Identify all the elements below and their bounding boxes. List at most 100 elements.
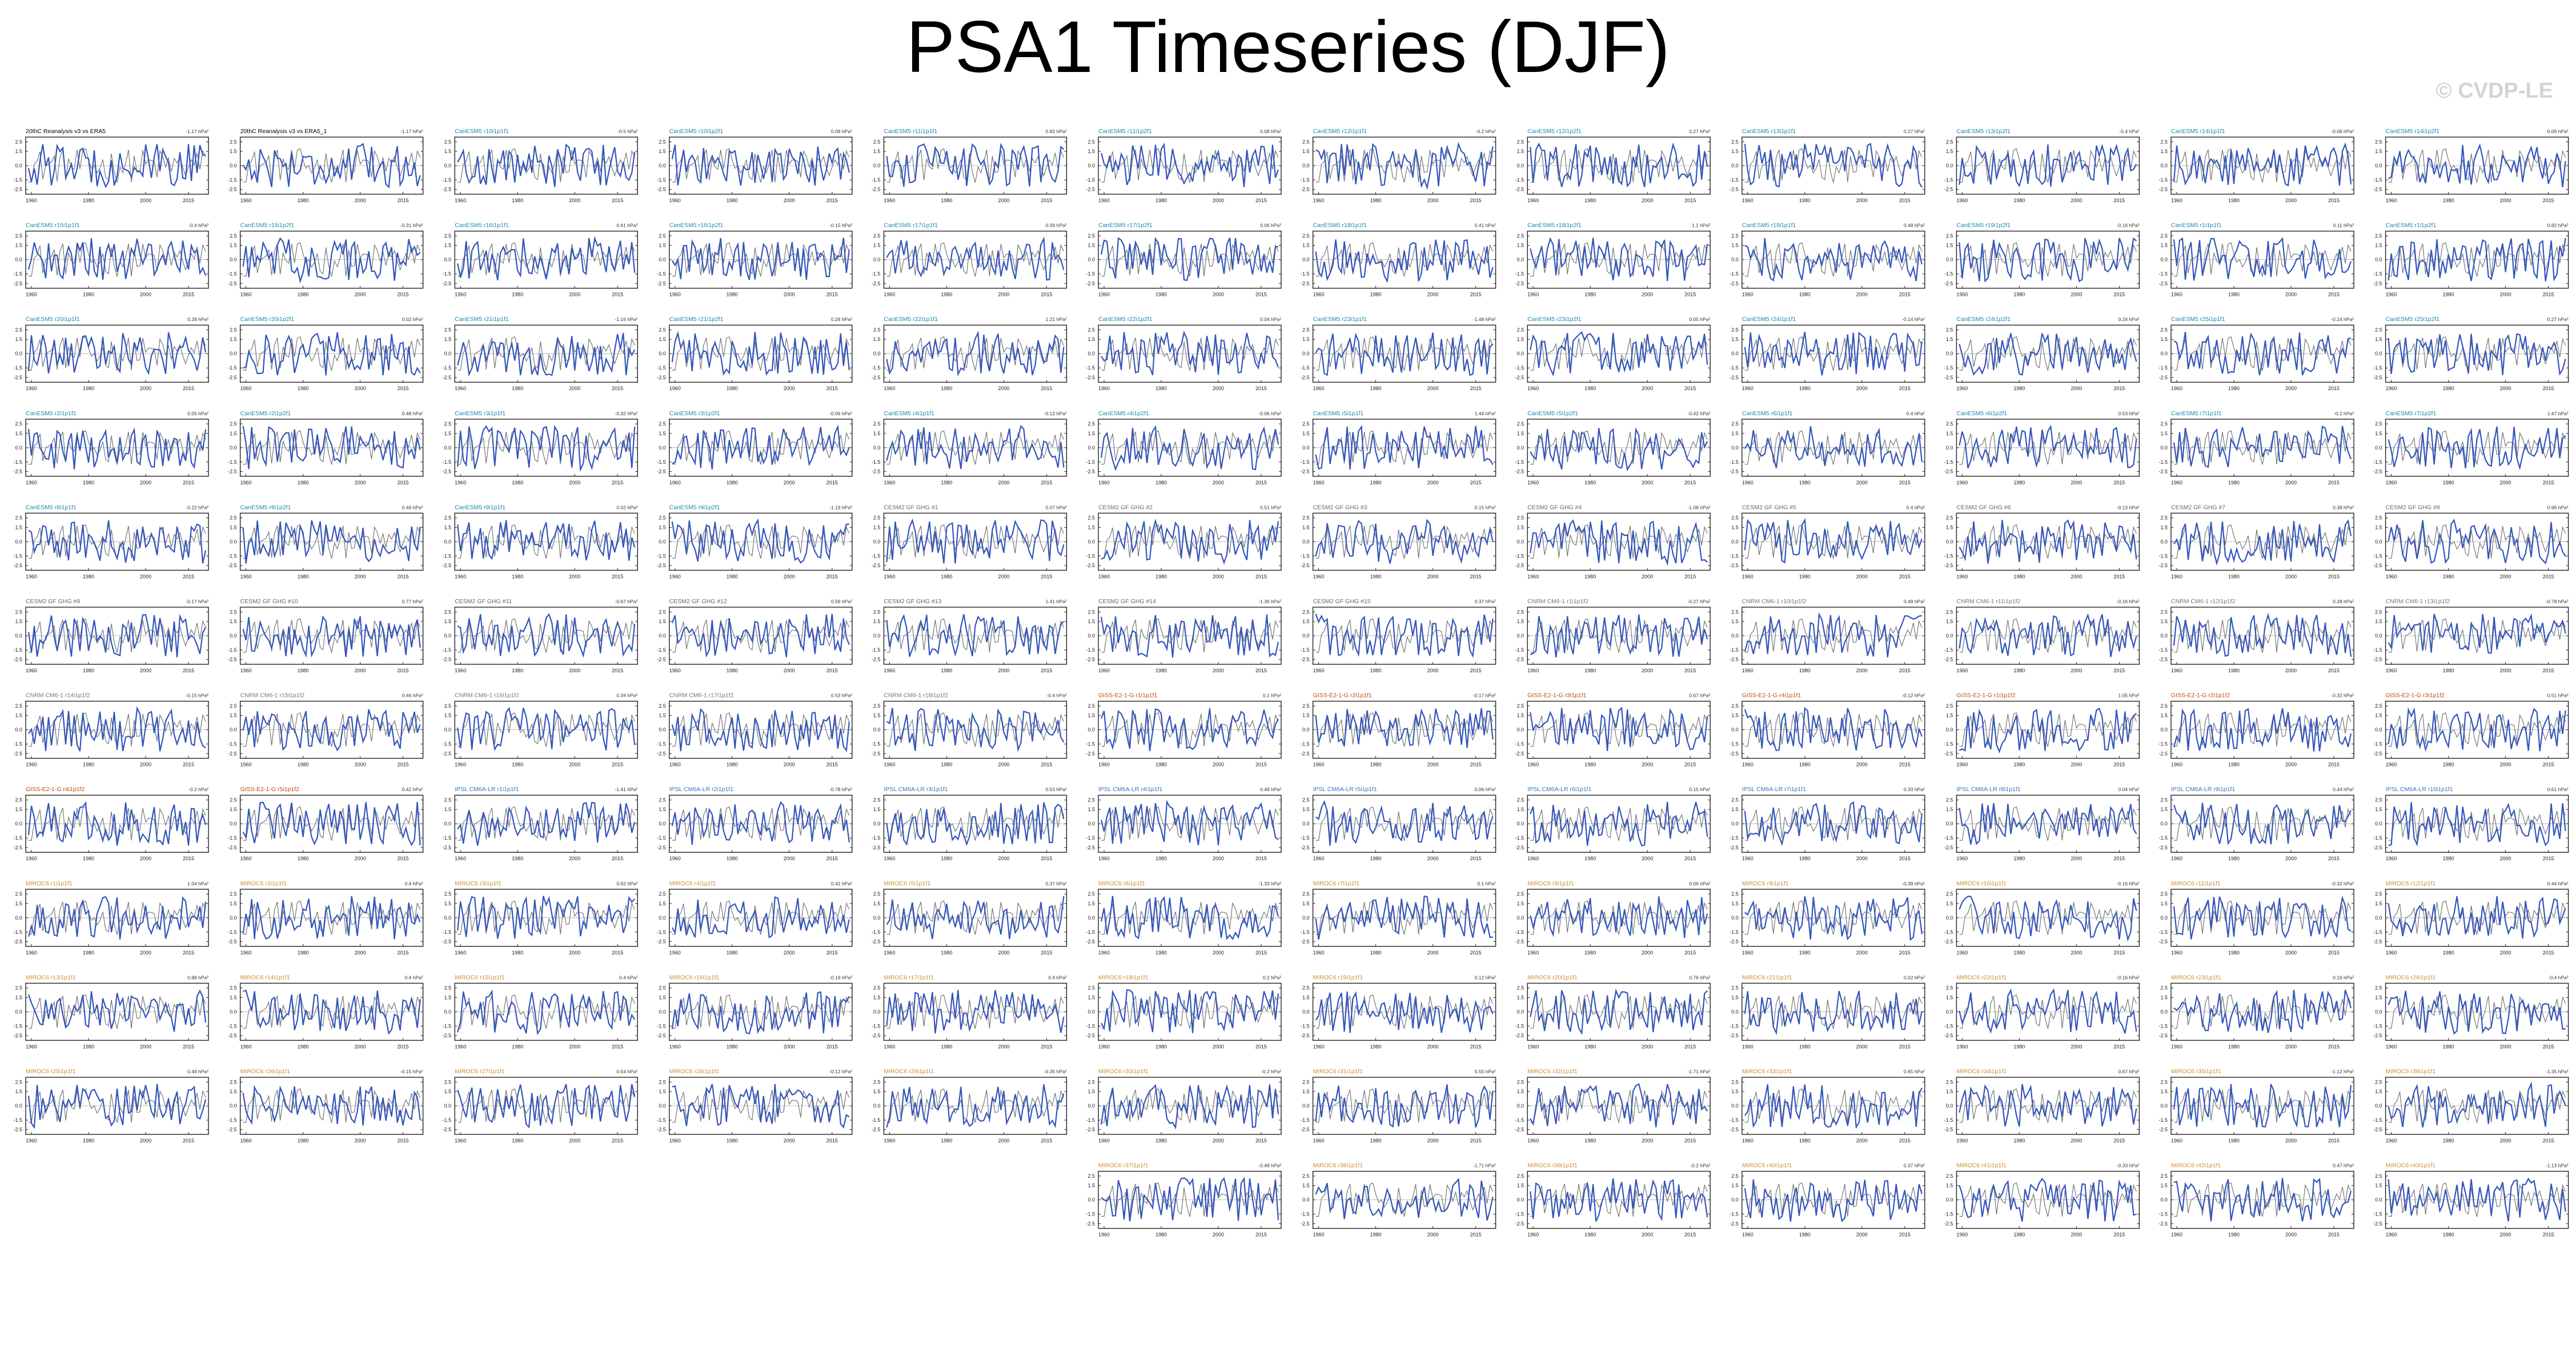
- panel-title: MIROC6 r31i1p1f1: [1313, 1068, 1363, 1075]
- x-tick-label: 2000: [1856, 1044, 1868, 1049]
- model-series-line: [1530, 1178, 1708, 1222]
- panel-title: MIROC6 r22i1p1f1: [1956, 974, 2007, 981]
- x-tick-label: 2000: [2285, 480, 2297, 486]
- x-tick-label: 2015: [398, 573, 409, 579]
- panel-value: 0.55 hPa²: [1475, 1069, 1496, 1074]
- panel-title: CanESM5 r1i1p2f1: [2386, 222, 2437, 229]
- x-tick-label: 2000: [1856, 292, 1868, 298]
- panel-title: GISS-E2-1-G r5i1p1f2: [240, 786, 299, 793]
- y-tick-label: 0.0: [659, 727, 666, 733]
- model-series-line: [1959, 707, 2137, 754]
- y-tick-label: 2.5: [230, 139, 237, 145]
- model-series-line: [2173, 331, 2352, 376]
- panel-title: MIROC6 r33i1p1f1: [1742, 1068, 1792, 1075]
- x-tick-label: 2000: [2285, 668, 2297, 673]
- x-tick-label: 2000: [569, 292, 580, 298]
- x-tick-label: 2000: [140, 950, 151, 956]
- y-tick-label: 0.0: [230, 1009, 237, 1014]
- x-tick-label: 2015: [2328, 480, 2340, 486]
- x-tick-label: 2000: [355, 386, 366, 391]
- y-tick-label: -2.5: [1944, 1033, 1953, 1038]
- y-tick-label: 1.5: [1517, 524, 1524, 530]
- timeseries-panel: CanESM5 r4i1p2f1 -0.06 hPa²2.51.50.0-1.5-…: [1086, 410, 1282, 486]
- y-tick-label: 2.5: [1517, 797, 1524, 803]
- y-tick-label: 0.0: [1302, 821, 1310, 827]
- x-tick-label: 1960: [26, 950, 37, 956]
- x-tick-label: 1960: [240, 762, 252, 768]
- panel-title: CESM2 GF GHG #7: [2171, 504, 2225, 511]
- x-tick-label: 1960: [1313, 950, 1325, 956]
- model-series-line: [1315, 332, 1494, 376]
- timeseries-panel: MIROC6 r30i1p1f1 -0.2 hPa²2.51.50.0-1.5-2…: [1086, 1068, 1282, 1144]
- y-tick-label: 2.5: [1088, 703, 1095, 709]
- model-series-line: [886, 330, 1065, 377]
- y-tick-label: 1.5: [15, 243, 22, 248]
- x-tick-label: 2015: [1255, 480, 1267, 486]
- x-tick-label: 2000: [1213, 573, 1224, 579]
- x-tick-label: 2015: [1470, 762, 1482, 768]
- y-tick-label: 0.0: [2160, 163, 2168, 168]
- x-tick-label: 1960: [2386, 198, 2397, 203]
- panel-title: CNRM CM6-1 r16i1p1f2: [455, 692, 519, 699]
- panel-title: CanESM5 r12i1p1f1: [1313, 128, 1367, 135]
- observed-series-line: [243, 712, 421, 747]
- x-tick-label: 1960: [1098, 1138, 1110, 1144]
- panel-value: -0.31 hPa²: [400, 223, 423, 228]
- y-tick-label: -1.5: [2158, 177, 2168, 183]
- model-series-line: [2173, 803, 2352, 845]
- y-tick-label: -2.5: [1944, 1127, 1953, 1133]
- timeseries-panel: MIROC6 r17i1p1f1 0.4 hPa²2.51.50.0-1.5-2.…: [872, 974, 1068, 1049]
- y-tick-label: -1.5: [13, 741, 22, 747]
- panel-title: CanESM5 r13i1p1f1: [1742, 128, 1796, 135]
- x-tick-label: 1980: [83, 762, 94, 768]
- x-tick-label: 2015: [398, 386, 409, 391]
- x-tick-label: 2015: [1255, 856, 1267, 861]
- panel-value: 0.16 hPa²: [2333, 974, 2354, 980]
- x-tick-label: 1960: [669, 856, 681, 861]
- panel-value: -0.5 hPa²: [617, 129, 637, 134]
- x-tick-label: 1960: [240, 198, 252, 203]
- y-tick-label: -1.5: [2158, 365, 2168, 371]
- y-tick-label: -1.5: [1301, 929, 1310, 935]
- y-tick-label: -1.5: [1301, 553, 1310, 559]
- y-tick-label: -2.5: [872, 938, 881, 944]
- panel-title: CanESM5 r21i1p1f1: [455, 316, 509, 323]
- x-tick-label: 1980: [2013, 1044, 2025, 1049]
- timeseries-panel: CESM2 GF GHG #15 0.37 hPa²2.51.50.0-1.5-2…: [1301, 598, 1496, 673]
- x-tick-label: 1960: [669, 198, 681, 203]
- y-tick-label: 2.5: [659, 703, 666, 709]
- y-tick-label: 1.5: [1946, 524, 1953, 530]
- x-tick-label: 2015: [1899, 480, 1911, 486]
- x-tick-label: 1960: [2386, 1232, 2397, 1238]
- y-tick-label: 2.5: [659, 139, 666, 145]
- x-tick-label: 1980: [1799, 1232, 1811, 1238]
- panel-title: CanESM5 r6i1p2f1: [1956, 410, 2007, 417]
- x-tick-label: 1980: [2443, 480, 2454, 486]
- panel-title: MIROC6 r41i1p1f1: [1956, 1162, 2007, 1169]
- observed-series-line: [1101, 1088, 1279, 1123]
- y-tick-label: 2.5: [2160, 609, 2168, 615]
- observed-series-line: [886, 242, 1064, 277]
- y-tick-label: -2.5: [13, 751, 22, 756]
- x-tick-label: 2000: [1427, 1138, 1439, 1144]
- panel-title: CanESM5 r14i1p1f1: [2171, 128, 2225, 135]
- y-tick-label: -1.5: [13, 835, 22, 841]
- timeseries-panel: MIROC6 r24i1p1f1 -0.4 hPa²2.51.50.0-1.5-2…: [2373, 974, 2569, 1049]
- y-tick-label: -2.5: [872, 1127, 881, 1133]
- y-tick-label: 1.5: [1088, 807, 1095, 812]
- y-tick-label: 1.5: [15, 713, 22, 719]
- y-tick-label: 1.5: [2375, 619, 2382, 624]
- panel-title: CanESM5 r23i1p2f1: [1527, 316, 1582, 323]
- timeseries-panel: CNRM CM6-1 r11i1p1f2 -0.16 hPa²2.51.50.0-…: [1944, 598, 2140, 673]
- y-tick-label: 2.5: [1946, 797, 1953, 803]
- x-tick-label: 1980: [2228, 762, 2240, 768]
- y-tick-label: 1.5: [230, 1089, 237, 1094]
- model-series-line: [886, 142, 1065, 187]
- panel-value: 0.06 hPa²: [1260, 223, 1281, 228]
- x-tick-label: 2000: [1856, 1232, 1868, 1238]
- x-tick-label: 1960: [1956, 198, 1968, 203]
- x-tick-label: 1960: [26, 573, 37, 579]
- x-tick-label: 1960: [1313, 386, 1325, 391]
- y-tick-label: -2.5: [1730, 375, 1739, 380]
- x-tick-label: 1960: [2386, 668, 2397, 673]
